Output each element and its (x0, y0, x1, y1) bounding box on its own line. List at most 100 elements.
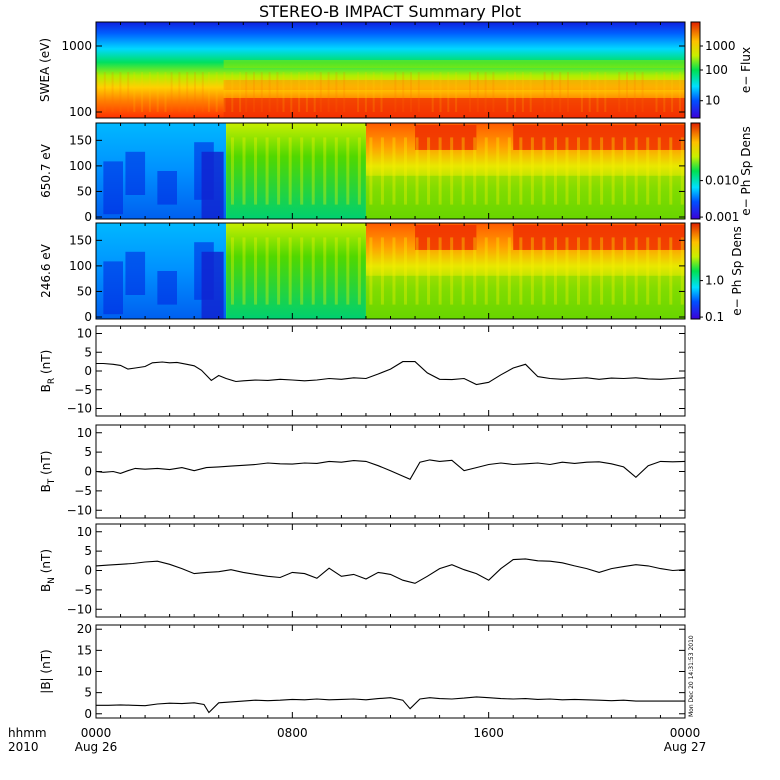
y-axis-label: BT (nT) (39, 451, 57, 493)
swea-streak (178, 72, 181, 112)
swea-streak (439, 72, 442, 112)
pitch-streak (680, 237, 684, 305)
pitch-streak (657, 237, 661, 305)
series-b-line (96, 696, 685, 714)
swea-streak (276, 72, 279, 112)
pitch-low-patch (125, 251, 146, 295)
swea-streak (543, 72, 546, 112)
pitch-streak (496, 137, 500, 205)
swea-streak (655, 72, 658, 112)
pitch-streak (369, 237, 373, 305)
pitch-streak (530, 237, 534, 305)
pitch-streak (669, 237, 673, 305)
swea-streak (551, 72, 554, 112)
colorbar (690, 21, 701, 119)
colorbar-tick-label: 0.010 (705, 174, 739, 188)
swea-shift-orange (223, 80, 685, 90)
pitch-late-low (365, 275, 685, 319)
pitch-streak (542, 237, 546, 305)
y-tick-label: 15 (77, 643, 92, 657)
swea-streak (455, 72, 458, 112)
y-axis-label: SWEA (eV) (38, 38, 52, 102)
y-tick-label: 0 (84, 564, 92, 578)
y-tick-label: 5 (84, 544, 92, 558)
pitch-late-low (365, 175, 685, 219)
pitch-650-spectrogram (96, 123, 685, 219)
swea-streak (305, 72, 308, 112)
pitch-streak (288, 237, 292, 305)
y-tick-label: 1000 (61, 39, 92, 53)
swea-streak (290, 72, 293, 112)
colorbar-tick-label: 1.0 (705, 274, 724, 288)
panel-frame (95, 523, 686, 618)
swea-streak (492, 72, 495, 112)
swea-streak (514, 72, 517, 112)
swea-streak (239, 72, 242, 112)
pitch-streak (450, 137, 454, 205)
swea-streak (506, 72, 509, 112)
swea-streak (402, 72, 405, 112)
x-tick-label: 0000 (670, 726, 701, 740)
swea-streak (111, 72, 114, 112)
y-tick-label: −10 (67, 602, 92, 616)
y-tick-label: 10 (77, 327, 92, 341)
swea-streak (268, 72, 271, 112)
swea-streak (133, 72, 136, 112)
pitch-streak (577, 137, 581, 205)
colorbar-tick-label: 10 (705, 94, 720, 108)
colorbar-label: e− Ph Sp Dens (730, 226, 744, 315)
y-tick-label: 10 (77, 525, 92, 539)
y-axis-label: 246.6 eV (39, 243, 53, 298)
swea-streak (410, 72, 412, 112)
panel-frame (95, 424, 686, 519)
series-br-line (96, 361, 686, 386)
y-tick-label: 100 (69, 259, 92, 273)
y-tick-label: 150 (69, 233, 92, 247)
pitch-streak (600, 137, 604, 205)
pitch-streak (611, 137, 615, 205)
series-bn-line (95, 558, 686, 584)
pitch-low-patch (103, 261, 123, 315)
pitch-low-patch (125, 151, 146, 195)
pitch-mid (226, 223, 366, 319)
colorbar (690, 122, 701, 220)
swea-streak (618, 72, 621, 112)
swea-streak (678, 72, 681, 112)
swea-streak (447, 72, 450, 112)
x-axis-header: hhmm (8, 726, 47, 740)
colorbar-tick-label: 0.001 (705, 210, 739, 224)
y-tick-label: 150 (69, 133, 92, 147)
pitch-high-patch (513, 125, 685, 150)
pitch-streak (346, 237, 350, 305)
x-tick-label: 1600 (473, 726, 504, 740)
pitch-streak (519, 137, 523, 205)
panel-frame (95, 325, 686, 417)
swea-streak (357, 72, 360, 112)
pitch-mid (226, 123, 366, 219)
colorbar-label: e− Flux (739, 47, 753, 93)
panel-frame (95, 624, 686, 719)
pitch-streak (288, 137, 292, 205)
pitch-streak (553, 137, 557, 205)
y-tick-label: −10 (67, 503, 92, 517)
pitch-streak (507, 137, 511, 205)
swea-streak (253, 72, 255, 112)
pitch-streak (230, 237, 234, 305)
pitch-streak (242, 237, 246, 305)
pitch-streak (311, 137, 315, 205)
y-tick-label: 0 (84, 465, 92, 479)
pitch-streak (254, 137, 258, 205)
pitch-low-patch (157, 271, 177, 305)
swea-streak (372, 72, 375, 112)
y-tick-label: 50 (77, 284, 92, 298)
pitch-246-spectrogram (96, 223, 685, 319)
x-tick-label: 0000 (81, 726, 112, 740)
pitch-streak (300, 137, 304, 205)
swea-streak (633, 72, 636, 112)
swea-streak (394, 72, 397, 112)
pitch-streak (380, 137, 384, 205)
pitch-streak (403, 237, 407, 305)
y-axis-label: 650.7 eV (39, 143, 53, 198)
